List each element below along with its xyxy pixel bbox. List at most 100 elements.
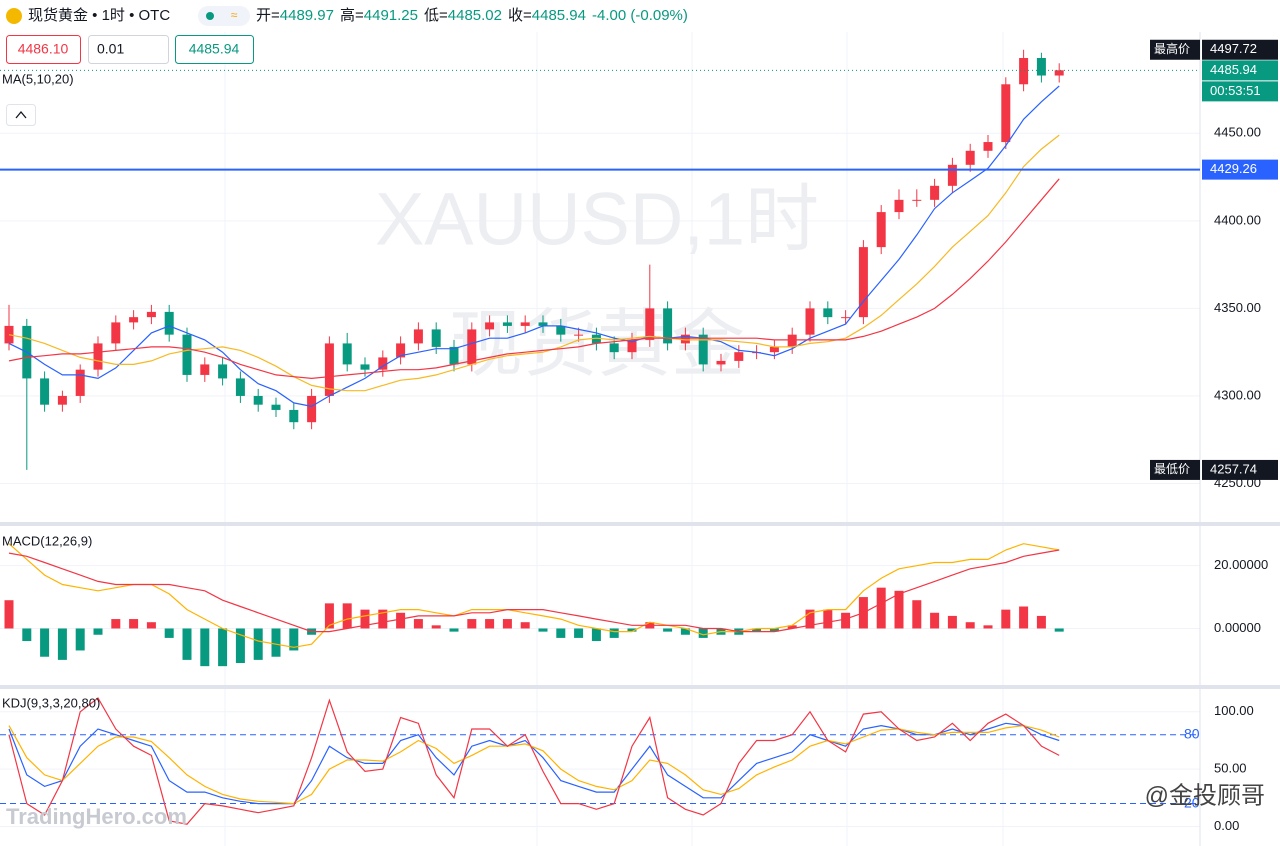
candle-body [449,346,459,365]
ohlc-legend: 开=4489.97 高=4491.25 低=4485.02 收=4485.94 -4.0… [256,7,688,24]
candle-body [965,150,975,165]
macd-bar [680,628,690,635]
macd-bar [805,609,815,629]
candle-body [841,317,851,319]
delay-icon: ≈ [231,8,238,22]
y-tick-label: 4350.00 [1214,300,1261,315]
buy-button[interactable] [175,35,254,64]
pane-title: KDJ(9,3,3,20,80) [2,695,100,710]
candle-body [983,142,993,151]
level-label: 80 [1184,725,1200,741]
y-tick-label: 4300.00 [1214,387,1261,402]
macd-bar [449,628,459,632]
candle-body [894,199,904,213]
countdown-box [1202,81,1278,102]
candle-body [716,360,726,365]
author: @金投顾哥 [1145,782,1265,809]
candle-body [164,311,174,335]
close-value: 4485.94 [532,7,586,24]
macd-bar [413,619,423,629]
macd-bar [609,628,619,638]
macd-bar [431,625,441,629]
quantity-input[interactable] [88,35,169,64]
y-tick-label: 20.00000 [1214,557,1268,572]
countdown: 00:53:51 [1210,83,1261,98]
pane-divider [0,522,1280,526]
candle-body [609,343,619,353]
line [8,724,1060,805]
candle-body [324,343,334,396]
market-status [206,12,214,20]
brand: TradingHero.com [6,804,187,829]
last-price: 4485.94 [1210,62,1257,77]
line [8,85,1060,408]
candle-body [111,322,121,344]
macd-bar [164,628,174,638]
macd-bar [574,628,584,638]
candle-body [413,329,423,344]
status-pill[interactable] [198,6,250,26]
low-marker-box [1202,459,1278,480]
quantity[interactable]: 0.01 [97,41,124,57]
macd-bar [40,628,50,657]
macd-bar [752,628,762,632]
macd-bar [146,622,156,629]
candle-body [876,212,886,248]
macd-bar [218,628,228,667]
high-marker-label: 最高价 [1154,41,1190,56]
candle-body [360,364,370,370]
candle-body [467,329,477,365]
candle-body [912,199,922,201]
line [8,697,1060,825]
candle-body [930,185,940,200]
candle-body [538,322,548,326]
pane-divider [0,685,1280,689]
macd-bar [1054,628,1064,632]
hline-label: 4429.26 [1210,161,1257,176]
candle-body [342,343,352,365]
candle-body [146,311,156,318]
macd-bar [289,628,299,651]
candle-body [235,378,245,396]
candle-body [289,409,299,423]
low-value: 4485.02 [448,7,502,24]
symbol-icon[interactable] [6,8,22,24]
macd-bar [324,603,334,629]
sell-price[interactable]: 4486.10 [18,41,69,57]
line [8,722,1060,805]
low-label: 低= [424,7,448,24]
candle-body [182,334,192,375]
y-tick-label: 0.00 [1214,818,1239,833]
collapse-button[interactable] [6,104,36,126]
candle-body [200,364,210,375]
macd-bar [627,628,637,632]
macd-bar [129,619,139,629]
low-marker: 4257.74 [1210,461,1257,476]
sell-button[interactable] [6,35,81,64]
open-value: 4489.97 [280,7,334,24]
high-marker-tag [1150,39,1200,60]
candle-body [307,395,317,423]
candle-body [271,404,281,410]
macd-bar [93,628,103,635]
buy-price[interactable]: 4485.94 [189,41,240,57]
candle-body [378,357,388,370]
change: -4.00 (-0.09%) [592,7,688,24]
high-marker: 4497.72 [1210,41,1257,56]
macd-bar [894,590,904,629]
macd-bar [538,628,548,632]
candle-body [218,364,228,379]
candle-body [520,322,530,326]
macd-bar [342,603,352,629]
macd-bar [930,612,940,629]
candle-body [1019,58,1029,85]
symbol-title[interactable]: 现货黄金 • 1时 • OTC [28,7,170,24]
high-value: 4491.25 [364,7,418,24]
hline-label-box [1202,159,1278,180]
candle-body [431,329,441,347]
candle-body [805,308,815,335]
candle-body [1036,58,1046,76]
candle-body [680,334,690,344]
